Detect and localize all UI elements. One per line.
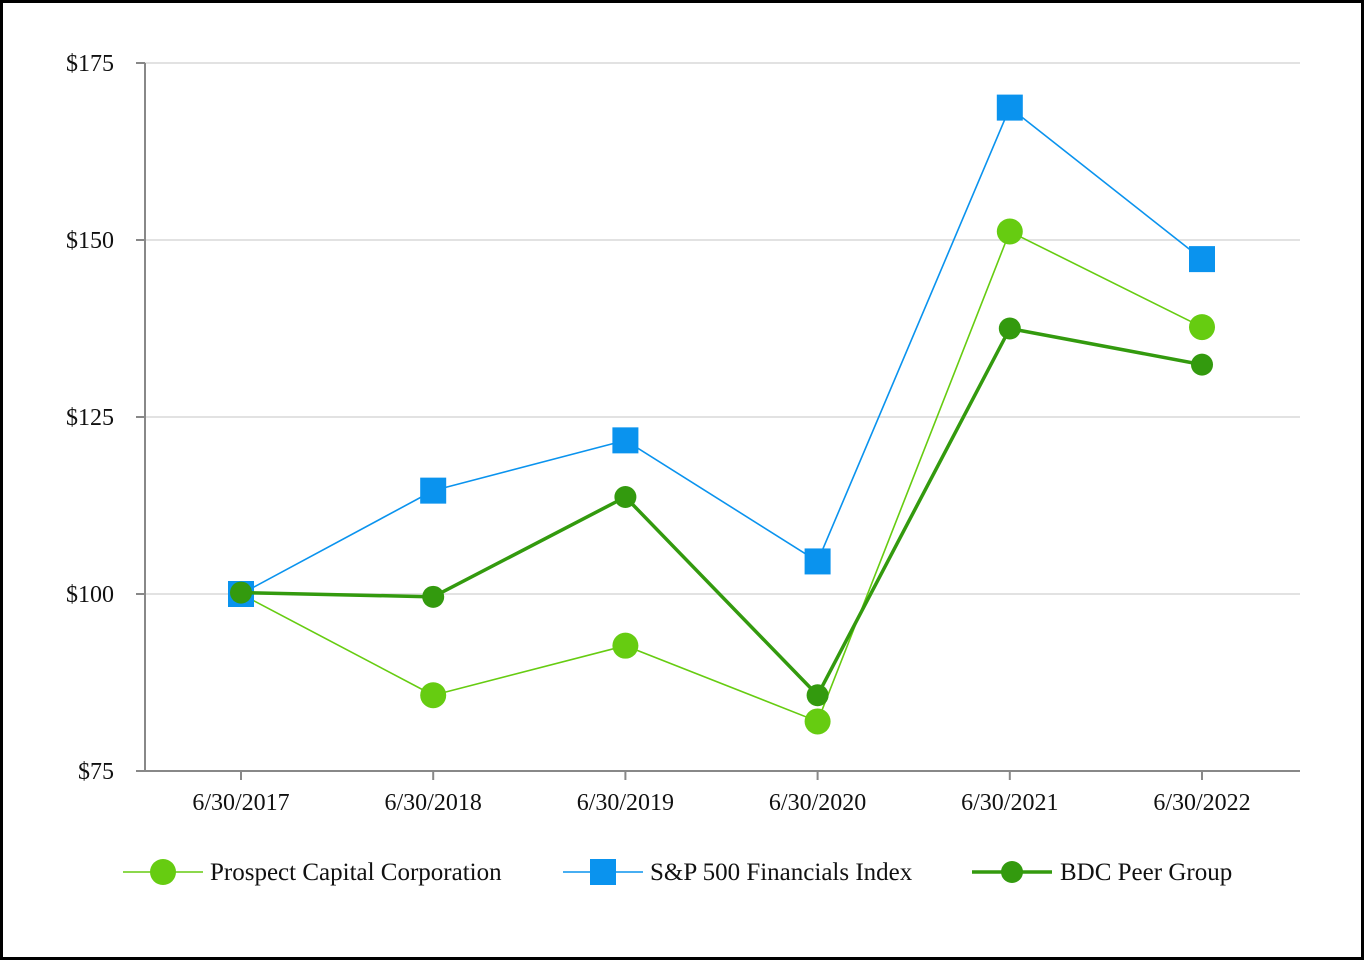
y-tick-label: $100 [66,582,114,608]
data-point-circle [1001,861,1023,883]
data-point-square [590,859,616,885]
data-point-square [804,548,831,575]
legend: Prospect Capital Corporation S&P 500 Fina… [123,859,1232,886]
data-point-square [420,477,447,504]
y-tick-label: $175 [66,51,114,77]
data-point-circle [612,632,639,659]
data-point-circle [614,486,637,509]
data-point-circle [150,859,176,885]
y-tick-label: $75 [78,759,114,785]
x-tick-label: 6/30/2019 [577,790,674,816]
series-line [240,106,1203,595]
data-point-square [1189,246,1215,273]
gridlines [145,62,1300,595]
legend-label: BDC Peer Group [1060,859,1232,886]
legend-label: S&P 500 Financials Index [650,859,913,886]
series-group [230,317,1213,707]
x-tick-label: 6/30/2017 [192,790,289,816]
data-point-circle [230,581,252,604]
legend-item: Prospect Capital Corporation [123,859,502,886]
series-lines [228,94,1215,735]
series-line [240,326,1203,697]
legend-item: BDC Peer Group [972,859,1232,886]
data-point-square [996,94,1023,121]
data-point-circle [422,585,445,608]
data-point-circle [1189,314,1215,341]
legend-label: Prospect Capital Corporation [210,859,502,886]
legend-item: S&P 500 Financials Index [563,859,913,886]
axes: $75 $100 $125 $150 $175 6/30/2017 6/30/2018 6/3… [66,51,1300,816]
series-line [240,230,1203,723]
x-tick-label: 6/30/2020 [769,790,866,816]
data-point-square [612,427,639,454]
data-point-circle [806,684,829,707]
data-point-circle [996,218,1023,245]
y-tick-label: $150 [66,228,114,254]
series-group [228,94,1215,607]
data-point-circle [420,682,447,709]
data-point-circle [804,708,831,735]
x-tick-label: 6/30/2022 [1153,790,1250,816]
series-group [228,218,1215,735]
data-point-circle [1191,353,1213,376]
x-tick-label: 6/30/2018 [385,790,482,816]
data-point-circle [998,317,1021,340]
x-tick-label: 6/30/2021 [961,790,1058,816]
y-tick-label: $125 [66,405,114,431]
